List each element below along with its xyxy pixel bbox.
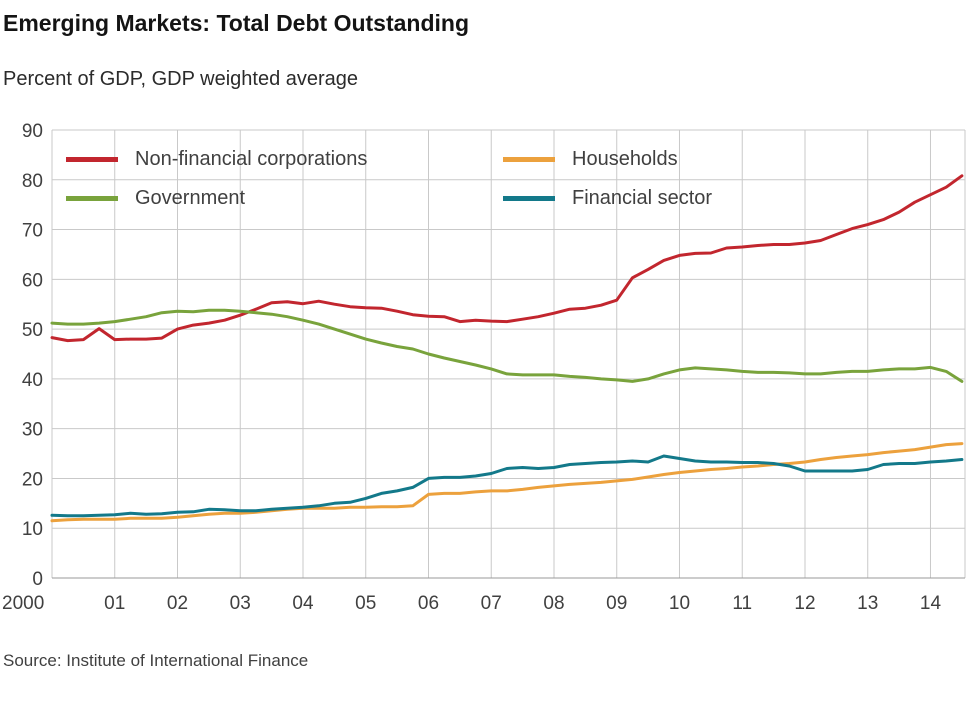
series-line-financial-sector bbox=[50, 454, 964, 518]
legend-swatch-households bbox=[503, 157, 555, 162]
x-tick-label: 01 bbox=[104, 593, 125, 614]
x-tick-label: 07 bbox=[481, 593, 502, 614]
chart-subtitle: Percent of GDP, GDP weighted average bbox=[3, 68, 359, 90]
y-tick-label: 0 bbox=[32, 569, 43, 590]
series-line-households bbox=[50, 442, 964, 523]
x-tick-label: 05 bbox=[355, 593, 376, 614]
legend-swatch-government bbox=[66, 196, 118, 201]
x-tick-label: 02 bbox=[167, 593, 188, 614]
legend-label-government: Government bbox=[135, 187, 246, 209]
legend-item-financial-sector: Financial sector bbox=[503, 179, 712, 218]
legend-item-government: Government bbox=[66, 179, 503, 218]
x-tick-label: 08 bbox=[543, 593, 564, 614]
x-tick-label: 03 bbox=[230, 593, 251, 614]
legend-item-households: Households bbox=[503, 140, 712, 179]
legend-swatch-non-financial-corporations bbox=[66, 157, 118, 162]
y-tick-label: 90 bbox=[22, 121, 43, 142]
x-tick-label: 11 bbox=[732, 593, 752, 614]
series-line-government bbox=[50, 308, 964, 383]
x-tick-label: 06 bbox=[418, 593, 439, 614]
y-tick-label: 40 bbox=[22, 370, 43, 391]
legend-label-non-financial-corporations: Non-financial corporations bbox=[135, 148, 368, 170]
x-tick-label: 09 bbox=[606, 593, 627, 614]
chart-source: Source: Institute of International Finan… bbox=[3, 651, 309, 670]
x-tick-label: 2000 bbox=[2, 593, 44, 614]
legend-label-households: Households bbox=[572, 148, 678, 170]
x-tick-label: 04 bbox=[292, 593, 314, 614]
y-tick-label: 60 bbox=[22, 270, 43, 291]
y-tick-label: 20 bbox=[22, 469, 43, 490]
x-tick-label: 12 bbox=[794, 593, 815, 614]
x-tick-label: 10 bbox=[669, 593, 690, 614]
y-tick-label: 70 bbox=[22, 221, 43, 242]
y-tick-label: 80 bbox=[22, 171, 43, 192]
legend-swatch-financial-sector bbox=[503, 196, 555, 201]
legend-label-financial-sector: Financial sector bbox=[572, 187, 713, 209]
chart-legend: Non-financial corporations Government Hous… bbox=[66, 140, 712, 218]
y-tick-label: 30 bbox=[22, 420, 43, 441]
chart-title: Emerging Markets: Total Debt Outstanding bbox=[3, 10, 469, 36]
y-tick-label: 50 bbox=[22, 320, 43, 341]
x-tick-label: 14 bbox=[920, 593, 942, 614]
series-line-non-financial-corporations bbox=[50, 174, 964, 343]
legend-item-non-financial-corporations: Non-financial corporations bbox=[66, 140, 503, 179]
x-tick-label: 13 bbox=[857, 593, 878, 614]
y-tick-label: 10 bbox=[22, 519, 43, 540]
